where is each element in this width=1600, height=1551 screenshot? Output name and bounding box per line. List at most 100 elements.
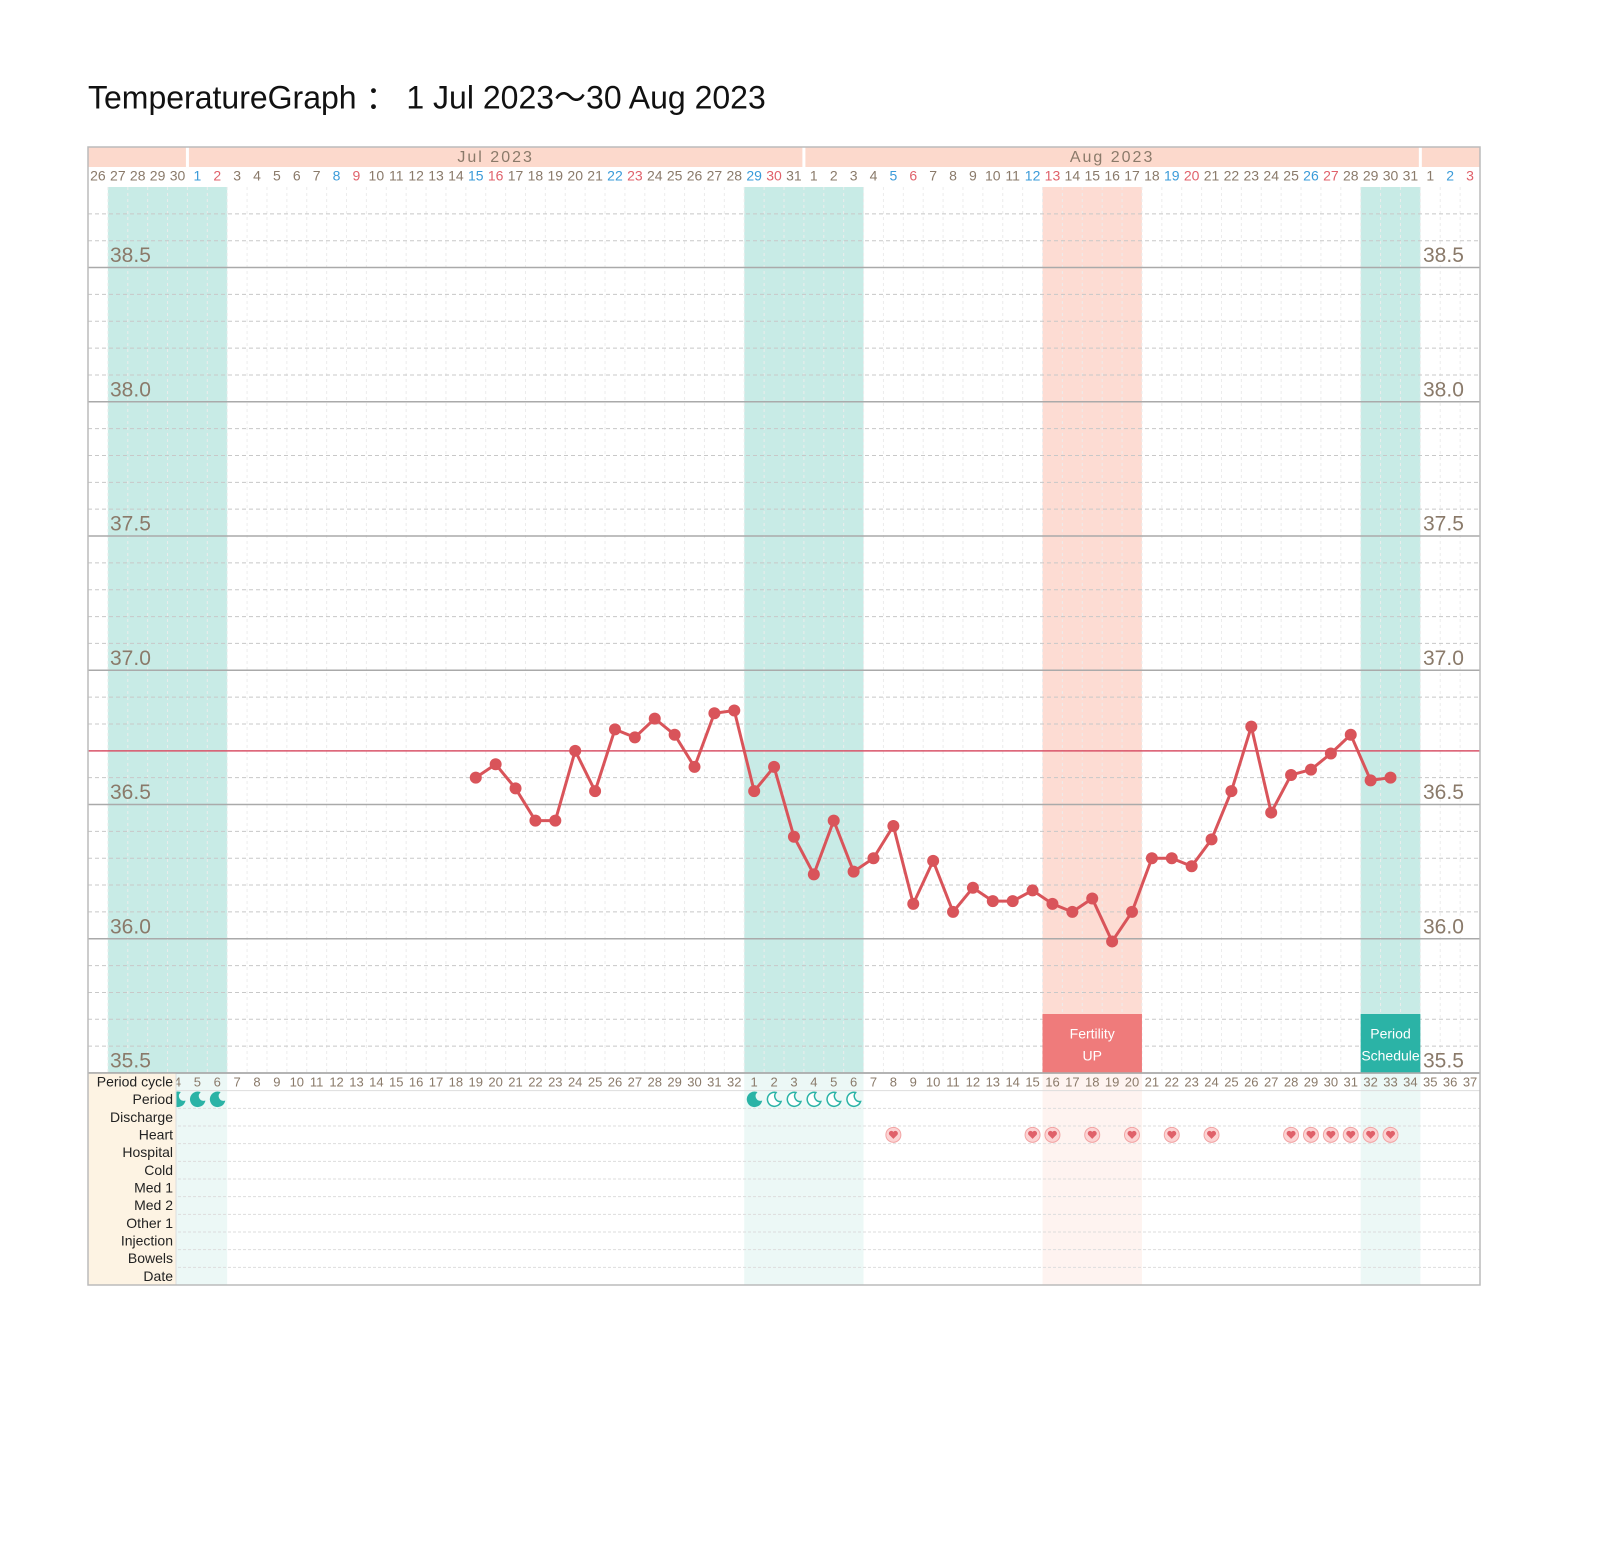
temperature-point	[628, 731, 641, 744]
date-label: 3	[233, 168, 241, 184]
temperature-point	[1364, 774, 1377, 787]
y-tick-label: 36.0	[110, 915, 151, 938]
temperature-point	[688, 760, 701, 773]
cycle-day: 4	[810, 1074, 817, 1089]
cycle-day: 26	[1244, 1074, 1258, 1089]
date-label: 28	[1343, 168, 1359, 184]
cycle-day: 13	[986, 1074, 1000, 1089]
cycle-day: 26	[608, 1074, 622, 1089]
date-label: 29	[746, 168, 762, 184]
cycle-day: 17	[429, 1074, 443, 1089]
temperature-point	[787, 830, 800, 843]
temperature-point	[1046, 897, 1059, 910]
log-row-label: Bowels	[128, 1250, 173, 1266]
date-label: 28	[726, 168, 742, 184]
y-tick-label-right: 36.0	[1423, 915, 1464, 938]
cycle-day: 16	[409, 1074, 423, 1089]
date-label: 17	[1124, 168, 1140, 184]
temperature-point	[1086, 892, 1099, 905]
log-row-label: Period cycle	[97, 1074, 173, 1090]
cycle-day: 11	[946, 1074, 960, 1089]
date-label: 27	[1323, 168, 1339, 184]
date-label: 29	[1363, 168, 1379, 184]
heart	[1167, 1130, 1177, 1139]
y-tick-label-right: 37.5	[1423, 513, 1464, 536]
temperature-point	[927, 854, 940, 867]
log-row-label: Hospital	[122, 1144, 173, 1160]
y-tick-label: 37.0	[110, 647, 151, 670]
heart-icon	[1322, 1126, 1339, 1143]
date-label: 15	[1084, 168, 1100, 184]
temperature-point	[648, 712, 661, 725]
date-label: 6	[293, 168, 301, 184]
temperature-point	[1205, 833, 1218, 846]
heart	[888, 1130, 898, 1139]
date-label: 31	[1403, 168, 1419, 184]
date-row	[88, 167, 1480, 187]
date-label: 10	[369, 168, 385, 184]
date-label: 20	[567, 168, 583, 184]
heart-icon	[1024, 1126, 1041, 1143]
cycle-day: 15	[389, 1074, 403, 1089]
date-label: 9	[353, 168, 361, 184]
cycle-day: 27	[1264, 1074, 1278, 1089]
cycle-day: 25	[588, 1074, 602, 1089]
cycle-day: 37	[1463, 1074, 1477, 1089]
temperature-point	[1304, 763, 1317, 776]
temperature-point	[668, 728, 681, 741]
cycle-day: 10	[926, 1074, 940, 1089]
heart-icon	[1163, 1126, 1180, 1143]
band	[1042, 187, 1142, 1073]
cycle-day: 23	[1184, 1074, 1198, 1089]
temperature-point	[589, 785, 602, 798]
y-tick-label-right: 36.5	[1423, 781, 1464, 804]
cycle-day: 28	[648, 1074, 662, 1089]
date-label: 3	[850, 168, 858, 184]
date-label: 21	[587, 168, 603, 184]
date-label: 8	[333, 168, 341, 184]
cycle-day: 30	[687, 1074, 701, 1089]
heart-icon	[1044, 1126, 1061, 1143]
cycle-day: 22	[528, 1074, 542, 1089]
cycle-day: 10	[290, 1074, 304, 1089]
heart	[1366, 1130, 1376, 1139]
date-label: 2	[213, 168, 221, 184]
temperature-point	[608, 723, 621, 736]
log-row-label: Med 2	[134, 1197, 173, 1213]
heart-icon	[1342, 1126, 1359, 1143]
cycle-day: 16	[1045, 1074, 1059, 1089]
temperature-point	[509, 782, 522, 795]
temperature-point	[1285, 768, 1298, 781]
cycle-day: 9	[910, 1074, 917, 1089]
heart	[1028, 1130, 1038, 1139]
date-label: 23	[1244, 168, 1260, 184]
log-row-label: Cold	[144, 1162, 173, 1178]
cycle-day: 5	[830, 1074, 837, 1089]
heart-icon	[1362, 1126, 1379, 1143]
cycle-day: 28	[1284, 1074, 1298, 1089]
date-label: 17	[508, 168, 524, 184]
temperature-point	[1066, 905, 1079, 918]
date-label: 9	[969, 168, 977, 184]
month-label: Aug 2023	[1070, 149, 1155, 166]
cycle-day: 35	[1423, 1074, 1437, 1089]
cycle-day: 18	[449, 1074, 463, 1089]
temperature-point	[807, 868, 820, 881]
date-label: 26	[687, 168, 703, 184]
cycle-day: 12	[966, 1074, 980, 1089]
band-label: Period	[1370, 1026, 1410, 1042]
frame	[87, 146, 1481, 1286]
date-label: 11	[389, 168, 404, 184]
date-label: 29	[150, 168, 166, 184]
cycle-day: 3	[790, 1074, 797, 1089]
cycle-day: 24	[1204, 1074, 1218, 1089]
cycle-day: 12	[329, 1074, 343, 1089]
log-label-column	[87, 1072, 177, 1286]
band-label: Schedule	[1361, 1048, 1420, 1064]
log-row-label: Date	[143, 1268, 173, 1284]
y-tick-label-right: 37.0	[1423, 647, 1464, 670]
cycle-day: 19	[1105, 1074, 1119, 1089]
date-label: 15	[468, 168, 484, 184]
date-label: 30	[766, 168, 782, 184]
temperature-point	[768, 760, 781, 773]
